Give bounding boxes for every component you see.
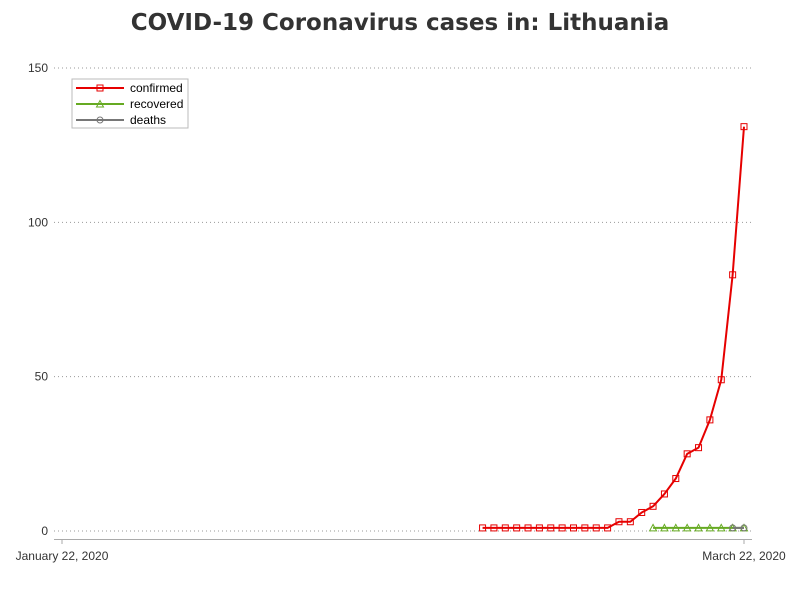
deaths-point xyxy=(729,524,737,532)
legend-marker xyxy=(96,116,104,124)
legend-item-confirmed: confirmed xyxy=(76,81,183,95)
confirmed-point xyxy=(638,508,646,516)
confirmed-point xyxy=(729,271,737,279)
series-deaths xyxy=(729,524,748,532)
recovered-point xyxy=(705,523,715,532)
confirmed-point xyxy=(706,416,714,424)
confirmed-point xyxy=(615,518,623,526)
y-tick-label: 100 xyxy=(28,215,48,229)
legend-marker xyxy=(95,99,105,108)
chart-title: COVID-19 Coronavirus cases in: Lithuania xyxy=(130,10,670,36)
confirmed-point xyxy=(524,524,532,532)
legend-item-deaths: deaths xyxy=(76,113,166,127)
legend-marker xyxy=(96,84,104,92)
x-tick-label: January 22, 2020 xyxy=(16,549,109,563)
y-tick-label: 50 xyxy=(35,370,49,384)
plot-area xyxy=(479,123,749,532)
confirmed-point xyxy=(592,524,600,532)
confirmed-point xyxy=(547,524,555,532)
confirmed-point xyxy=(672,475,680,483)
confirmed-point xyxy=(695,444,703,452)
legend-label: recovered xyxy=(130,97,183,111)
confirmed-point xyxy=(501,524,509,532)
y-tick-label: 0 xyxy=(41,524,48,538)
confirmed-point xyxy=(581,524,589,532)
legend-label: confirmed xyxy=(130,81,183,95)
grid-lines xyxy=(54,67,752,532)
confirmed-point xyxy=(604,524,612,532)
confirmed-point xyxy=(490,524,498,532)
confirmed-point xyxy=(649,502,657,510)
legend: confirmed recovered deaths xyxy=(71,78,189,129)
legend-item-recovered: recovered xyxy=(76,97,183,111)
y-axis: 0 50 100 150 xyxy=(28,61,48,538)
confirmed-point xyxy=(717,376,725,384)
recovered-point xyxy=(660,523,669,532)
confirmed-point xyxy=(660,490,668,498)
confirmed-point xyxy=(558,524,566,532)
legend-label: deaths xyxy=(130,113,166,127)
y-tick-label: 150 xyxy=(28,61,48,75)
confirmed-point xyxy=(683,450,691,458)
recovered-point xyxy=(682,523,692,532)
recovered-point xyxy=(716,523,726,532)
x-tick-label: March 22, 2020 xyxy=(702,549,786,563)
confirmed-line xyxy=(482,126,745,529)
recovered-point xyxy=(694,523,703,532)
confirmed-point xyxy=(535,524,543,532)
series-confirmed xyxy=(479,123,748,532)
confirmed-point xyxy=(740,123,748,131)
confirmed-point xyxy=(626,518,634,526)
x-axis: January 22, 2020 March 22, 2020 xyxy=(16,539,786,563)
confirmed-point xyxy=(513,524,521,532)
recovered-point xyxy=(648,523,658,532)
confirmed-point xyxy=(479,524,487,532)
recovered-point xyxy=(671,523,681,532)
deaths-point xyxy=(740,524,748,532)
confirmed-point xyxy=(570,524,577,532)
